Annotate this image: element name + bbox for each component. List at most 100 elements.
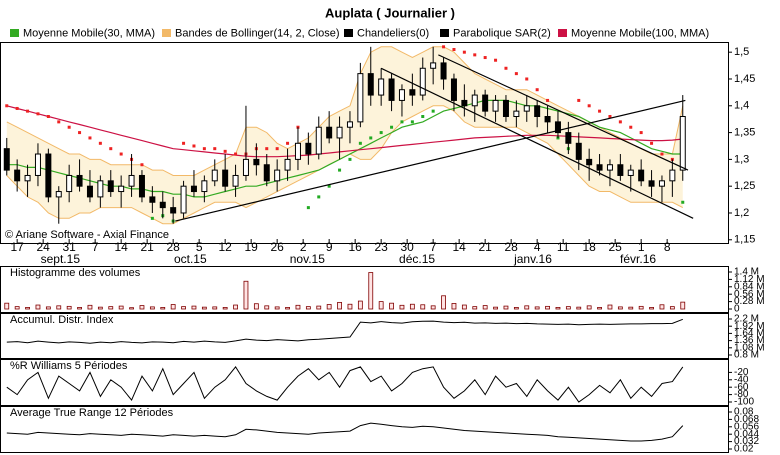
candle-body <box>565 132 572 144</box>
y-tick-label: 1.36 M <box>734 335 765 346</box>
bollinger-upper <box>6 46 684 176</box>
sar-dot <box>410 120 414 124</box>
candle-body <box>388 78 395 101</box>
sar-dot <box>36 112 40 116</box>
volume-bar <box>305 306 311 310</box>
volume-bar <box>181 306 186 310</box>
y-tick-label: 1,45 <box>734 73 755 85</box>
y-tick-label: 0 <box>734 304 740 315</box>
candle-body <box>149 196 156 203</box>
candle-body <box>357 73 364 123</box>
y-tick-label: 0.044 <box>734 429 759 440</box>
volume-bar <box>545 305 550 310</box>
y-tick-label: 0.28 M <box>734 296 765 307</box>
volume-bar <box>576 306 582 310</box>
sar-dot <box>275 147 279 151</box>
volume-bar <box>66 305 72 310</box>
y-tick-label: 1,4 <box>734 100 749 112</box>
candle-body <box>482 94 489 112</box>
x-tick-label: 26 <box>270 240 284 254</box>
candle-body <box>367 73 374 96</box>
candle-body <box>138 174 145 198</box>
x-tick-label: 12 <box>218 240 232 254</box>
indicator-line <box>6 366 684 403</box>
candle-body <box>3 148 10 171</box>
legend-swatch <box>558 29 567 37</box>
panel-title: Average True Range 12 Périodes <box>10 407 174 419</box>
volume-bar <box>430 305 436 310</box>
y-tick-label: 1.92 M <box>734 321 765 332</box>
sar-dot <box>119 152 123 156</box>
x-tick-label: 14 <box>452 240 466 254</box>
sar-dot <box>26 109 30 113</box>
x-tick-label: 17 <box>10 240 24 254</box>
candle-body <box>513 110 520 118</box>
plot-layer: 17 24 31 7 14 21 28 5 12 19 26 2 9 16 23 30 7 14 21 28 4 11 18… <box>0 27 765 455</box>
y-tick-label: 0.08 <box>734 407 754 418</box>
volume-bar <box>326 304 332 310</box>
candle-body <box>34 153 41 176</box>
candle-body <box>658 180 665 187</box>
month-label: sept.15 <box>41 252 81 266</box>
x-tick-label: 21 <box>140 240 154 254</box>
x-tick-label: 18 <box>582 240 596 254</box>
panel-frame <box>0 313 729 359</box>
volume-bar <box>56 305 62 310</box>
volume-bar <box>555 307 561 310</box>
candle-body <box>86 185 93 198</box>
y-tick-label: 0.8 M <box>734 350 759 361</box>
sar-dot <box>369 136 373 140</box>
candle-body <box>430 62 437 69</box>
x-tick-label: 9 <box>326 240 333 254</box>
candle-body <box>97 180 104 198</box>
sar-dot <box>462 50 466 54</box>
candle-body <box>502 99 509 118</box>
candle-body <box>24 174 31 182</box>
volume-bar <box>160 307 166 310</box>
trendline <box>438 54 689 171</box>
candle-body <box>66 174 73 193</box>
candle-body <box>232 174 239 187</box>
candle-body <box>336 126 343 139</box>
y-tick-label: 1,15 <box>734 234 755 246</box>
volume-bar <box>118 305 124 310</box>
legend-label: Bandes de Bollinger(14, 2, Close) <box>175 27 339 39</box>
volume-bar <box>378 301 384 310</box>
candle-body <box>492 99 499 112</box>
volume-bar <box>285 307 290 310</box>
candle-body <box>648 180 655 187</box>
volume-bar <box>513 307 519 310</box>
candle-body <box>398 89 405 101</box>
volume-bar <box>253 303 259 310</box>
volume-bar <box>357 300 363 310</box>
candle-body <box>284 158 291 171</box>
candle-body <box>596 164 603 171</box>
chart-title: Auplata ( Journalier ) <box>325 5 455 20</box>
volume-bar <box>649 307 654 310</box>
volume-bar <box>565 306 571 310</box>
volume-bar <box>233 304 238 310</box>
volume-bar <box>503 305 509 310</box>
candle-body <box>180 185 187 214</box>
sar-dot <box>421 115 425 119</box>
candle-body <box>523 105 530 112</box>
candle-body <box>315 126 322 155</box>
volume-bar <box>97 306 103 310</box>
sar-dot <box>504 66 508 70</box>
sar-dot <box>525 77 529 81</box>
month-label: oct.15 <box>174 252 207 266</box>
sar-dot <box>348 157 352 161</box>
sar-dot <box>223 149 227 153</box>
y-tick-label: -100 <box>734 397 754 408</box>
sar-dot <box>639 131 643 135</box>
sar-dot <box>213 147 217 151</box>
legend-swatch <box>10 29 19 37</box>
volume-bar <box>243 280 249 310</box>
volume-bar <box>14 306 20 310</box>
y-tick-label: 2.2 M <box>734 314 759 325</box>
y-tick-label: 1,2 <box>734 207 749 219</box>
candle-body <box>253 158 260 166</box>
candle-body <box>107 180 114 193</box>
y-tick-label: 0.068 <box>734 414 759 425</box>
y-tick-label: -40 <box>734 374 749 385</box>
